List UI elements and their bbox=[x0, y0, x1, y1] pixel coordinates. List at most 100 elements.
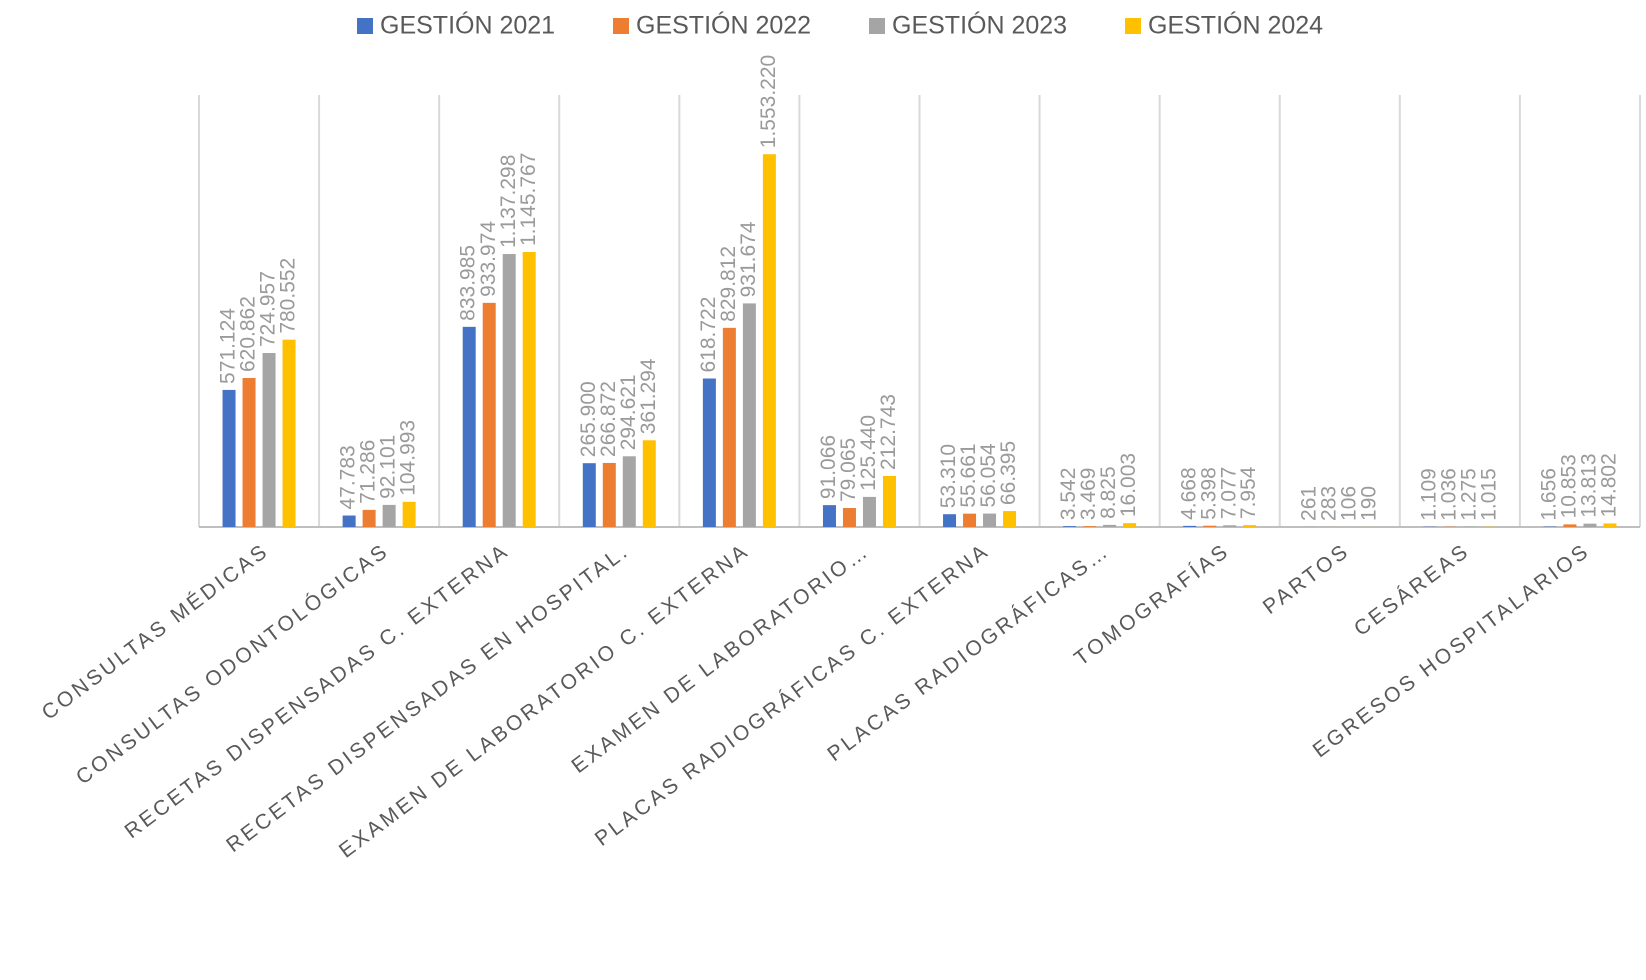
bar bbox=[402, 501, 416, 527]
bar bbox=[282, 339, 296, 527]
bar bbox=[822, 505, 836, 527]
bar bbox=[1003, 511, 1017, 527]
bar bbox=[702, 378, 716, 527]
value-label: 724.957 bbox=[257, 271, 280, 347]
x-tick-label: CESÁREAS bbox=[1350, 539, 1474, 641]
value-label: 3.469 bbox=[1077, 468, 1100, 521]
value-label: 283 bbox=[1317, 486, 1340, 521]
value-label: 7.077 bbox=[1217, 467, 1240, 520]
bar bbox=[642, 440, 656, 527]
bar bbox=[242, 377, 256, 527]
value-label: 933.974 bbox=[477, 221, 500, 297]
bar bbox=[522, 252, 536, 527]
value-label: 56.054 bbox=[977, 443, 1000, 508]
value-label: 47.783 bbox=[337, 445, 360, 509]
value-label: 1.656 bbox=[1538, 468, 1561, 521]
bar bbox=[602, 462, 616, 527]
bar bbox=[1223, 525, 1237, 527]
value-label: 106 bbox=[1337, 486, 1360, 521]
bar bbox=[943, 514, 957, 527]
value-label: 4.668 bbox=[1177, 467, 1200, 520]
value-label: 1.015 bbox=[1477, 468, 1500, 521]
legend-swatch bbox=[1125, 18, 1141, 34]
value-label: 931.674 bbox=[737, 221, 760, 297]
bar bbox=[1083, 526, 1097, 527]
value-label: 79.065 bbox=[837, 438, 860, 502]
bar bbox=[963, 513, 977, 527]
legend-swatch bbox=[869, 18, 885, 34]
legend-label: GESTIÓN 2021 bbox=[380, 11, 555, 40]
value-label: 212.743 bbox=[877, 394, 900, 470]
bar bbox=[983, 513, 997, 527]
bar bbox=[342, 515, 356, 527]
value-label: 13.813 bbox=[1578, 453, 1601, 517]
bar bbox=[842, 508, 856, 527]
bar bbox=[882, 475, 896, 527]
bar bbox=[862, 496, 876, 527]
value-label: 1.145.767 bbox=[517, 153, 540, 246]
value-label: 1.109 bbox=[1417, 468, 1440, 521]
value-label: 1.275 bbox=[1457, 468, 1480, 521]
value-label: 53.310 bbox=[937, 444, 960, 508]
bar bbox=[1103, 524, 1117, 527]
x-tick-label: PARTOS bbox=[1259, 539, 1354, 619]
value-label: 16.003 bbox=[1117, 453, 1140, 517]
value-label: 10.853 bbox=[1558, 454, 1581, 518]
value-label: 294.621 bbox=[617, 374, 640, 450]
bar bbox=[1183, 525, 1197, 527]
value-label: 829.812 bbox=[717, 246, 740, 322]
bar bbox=[502, 254, 516, 528]
x-tick-label: CONSULTAS MÉDICAS bbox=[38, 539, 274, 725]
bar bbox=[362, 509, 376, 527]
bar bbox=[462, 326, 476, 527]
value-label: 1.036 bbox=[1437, 468, 1460, 521]
x-tick-label: RECETAS DISPENSADAS EN HOSPITAL. bbox=[222, 539, 633, 857]
bar bbox=[1203, 525, 1217, 527]
value-label: 261 bbox=[1297, 486, 1320, 521]
bar bbox=[762, 154, 776, 527]
value-label: 190 bbox=[1357, 486, 1380, 521]
bar bbox=[482, 302, 496, 527]
value-label: 5.398 bbox=[1197, 467, 1220, 520]
bar bbox=[382, 504, 396, 527]
bar bbox=[622, 456, 636, 527]
value-label: 266.872 bbox=[597, 381, 620, 457]
legend-swatch bbox=[613, 18, 629, 34]
x-tick-label: EXAMEN DE LABORATORIO C. EXTERNA bbox=[335, 539, 754, 863]
value-label: 620.862 bbox=[237, 296, 260, 372]
value-label: 361.294 bbox=[637, 358, 660, 434]
value-label: 3.542 bbox=[1057, 468, 1080, 521]
value-label: 7.954 bbox=[1237, 466, 1260, 519]
value-label: 66.395 bbox=[997, 441, 1020, 505]
value-label: 104.993 bbox=[397, 420, 420, 496]
bar bbox=[1123, 523, 1137, 527]
value-label: 71.286 bbox=[357, 440, 380, 504]
legend-label: GESTIÓN 2024 bbox=[1148, 11, 1323, 40]
legend-label: GESTIÓN 2022 bbox=[636, 11, 811, 40]
x-tick-label: PLACAS RADIOGRÁFICAS C. EXTERNA bbox=[591, 539, 994, 851]
value-label: 833.985 bbox=[457, 245, 480, 321]
legend-label: GESTIÓN 2023 bbox=[892, 11, 1067, 40]
bar bbox=[222, 389, 236, 527]
value-label: 91.066 bbox=[817, 435, 840, 499]
value-label: 92.101 bbox=[377, 435, 400, 499]
bar bbox=[1603, 523, 1617, 527]
value-label: 571.124 bbox=[217, 308, 240, 384]
value-label: 780.552 bbox=[277, 258, 300, 334]
value-label: 265.900 bbox=[577, 381, 600, 457]
bar bbox=[742, 303, 756, 527]
value-label: 55.661 bbox=[957, 443, 980, 507]
bar bbox=[262, 353, 276, 527]
bar bbox=[1243, 525, 1257, 527]
bar bbox=[1063, 526, 1077, 527]
legend-swatch bbox=[357, 18, 373, 34]
bar bbox=[722, 327, 736, 527]
bar bbox=[1583, 523, 1597, 527]
bar bbox=[582, 463, 596, 527]
value-label: 14.802 bbox=[1598, 453, 1621, 517]
value-label: 1.137.298 bbox=[497, 155, 520, 248]
value-label: 1.553.220 bbox=[757, 55, 780, 148]
bar bbox=[1563, 524, 1577, 527]
value-label: 125.440 bbox=[857, 415, 880, 491]
